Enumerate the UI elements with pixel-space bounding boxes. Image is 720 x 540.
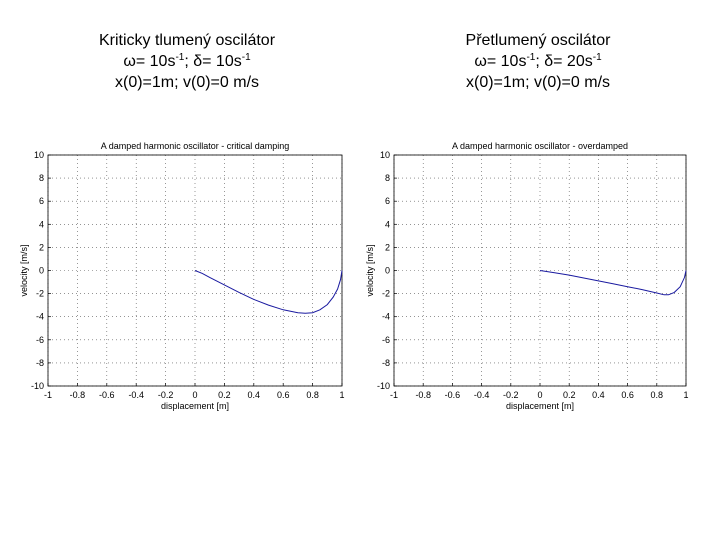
y-tick-label: 8 xyxy=(385,173,390,183)
y-tick-label: 8 xyxy=(39,173,44,183)
y-tick-label: 0 xyxy=(385,266,390,276)
y-axis-label: velocity [m/s] xyxy=(365,244,375,296)
caption-parameters: ω= 10s-1; δ= 10s-1 xyxy=(37,51,337,72)
x-tick-label: -0.6 xyxy=(445,390,461,400)
x-axis-label: displacement [m] xyxy=(161,401,229,411)
chart-0: -1 -0.8 -0.6 -0.4 -0.2 0 0.2 0.4 0.6 0.8 1 -10 -8 -6 -… xyxy=(19,141,345,411)
x-tick-label: 0 xyxy=(537,390,542,400)
omega-text: ω= 10s xyxy=(123,53,176,70)
caption-initial-conditions: x(0)=1m; v(0)=0 m/s xyxy=(114,74,260,91)
phase-plot-critical: -1 -0.8 -0.6 -0.4 -0.2 0 0.2 0.4 0.6 0.8 1 -10 -8 -6 -… xyxy=(19,141,345,411)
x-axis-label: displacement [m] xyxy=(506,401,574,411)
caption-critical-damping: Kriticky tlumený oscilátor ω= 10s-1; δ= … xyxy=(37,30,337,93)
delta-exponent: -1 xyxy=(241,52,251,63)
y-tick-label: 4 xyxy=(385,219,390,229)
y-tick-label: -6 xyxy=(36,335,44,345)
y-tick-label: -4 xyxy=(382,312,390,322)
y-tick-label: 10 xyxy=(380,150,390,160)
y-tick-label: -2 xyxy=(36,289,44,299)
y-axis-label: velocity [m/s] xyxy=(19,244,29,296)
x-tick-label: -0.6 xyxy=(99,390,115,400)
caption-overdamped: Přetlumený oscilátor ω= 10s-1; δ= 20s-1 … xyxy=(388,30,688,93)
caption-title: Kriticky tlumený oscilátor xyxy=(98,32,276,49)
x-tick-label: 0.6 xyxy=(621,390,634,400)
x-tick-label: -0.8 xyxy=(415,390,431,400)
x-tick-label: 0.8 xyxy=(306,390,319,400)
y-tick-label: -10 xyxy=(31,381,44,391)
delta-exponent: -1 xyxy=(592,52,602,63)
y-tick-label: 2 xyxy=(39,242,44,252)
x-tick-label: -0.2 xyxy=(158,390,174,400)
caption-title: Přetlumený oscilátor xyxy=(465,32,611,49)
x-tick-label: 0.2 xyxy=(218,390,231,400)
y-tick-label: 0 xyxy=(39,266,44,276)
x-tick-label: 0 xyxy=(192,390,197,400)
x-tick-label: 0.4 xyxy=(592,390,605,400)
caption-initial-conditions: x(0)=1m; v(0)=0 m/s xyxy=(465,74,611,91)
omega-text: ω= 10s xyxy=(474,53,527,70)
trajectory-line xyxy=(194,270,343,314)
y-tick-label: 6 xyxy=(385,196,390,206)
caption-parameters: ω= 10s-1; δ= 20s-1 xyxy=(388,51,688,72)
omega-exponent: -1 xyxy=(526,52,536,63)
omega-exponent: -1 xyxy=(175,52,185,63)
y-tick-label: -8 xyxy=(36,358,44,368)
axes-frame xyxy=(393,154,687,387)
x-tick-label: -1 xyxy=(44,390,52,400)
y-tick-label: 10 xyxy=(34,150,44,160)
x-tick-label: 1 xyxy=(339,390,344,400)
chart-title: A damped harmonic oscillator - critical … xyxy=(101,141,290,151)
x-tick-label: 0.8 xyxy=(651,390,664,400)
y-tick-label: -8 xyxy=(382,358,390,368)
y-tick-label: 2 xyxy=(385,242,390,252)
y-tick-label: 6 xyxy=(39,196,44,206)
x-tick-label: -0.4 xyxy=(128,390,144,400)
x-tick-label: 1 xyxy=(683,390,688,400)
x-tick-label: -0.8 xyxy=(70,390,86,400)
chart-1: -1 -0.8 -0.6 -0.4 -0.2 0 0.2 0.4 0.6 0.8 1 -10 -8 -6 -… xyxy=(365,141,689,411)
delta-text: ; δ= 10s xyxy=(184,53,242,70)
y-tick-label: 4 xyxy=(39,219,44,229)
x-tick-label: 0.6 xyxy=(277,390,290,400)
y-tick-label: -2 xyxy=(382,289,390,299)
y-tick-label: -10 xyxy=(377,381,390,391)
trajectory-line xyxy=(539,270,687,296)
x-tick-label: 0.2 xyxy=(563,390,576,400)
x-tick-label: -0.4 xyxy=(474,390,490,400)
delta-text: ; δ= 20s xyxy=(535,53,593,70)
y-tick-label: -6 xyxy=(382,335,390,345)
x-tick-label: 0.4 xyxy=(248,390,261,400)
y-tick-label: -4 xyxy=(36,312,44,322)
chart-title: A damped harmonic oscillator - overdampe… xyxy=(452,141,628,151)
x-tick-label: -1 xyxy=(390,390,398,400)
x-tick-label: -0.2 xyxy=(503,390,519,400)
plot-area xyxy=(394,155,686,386)
